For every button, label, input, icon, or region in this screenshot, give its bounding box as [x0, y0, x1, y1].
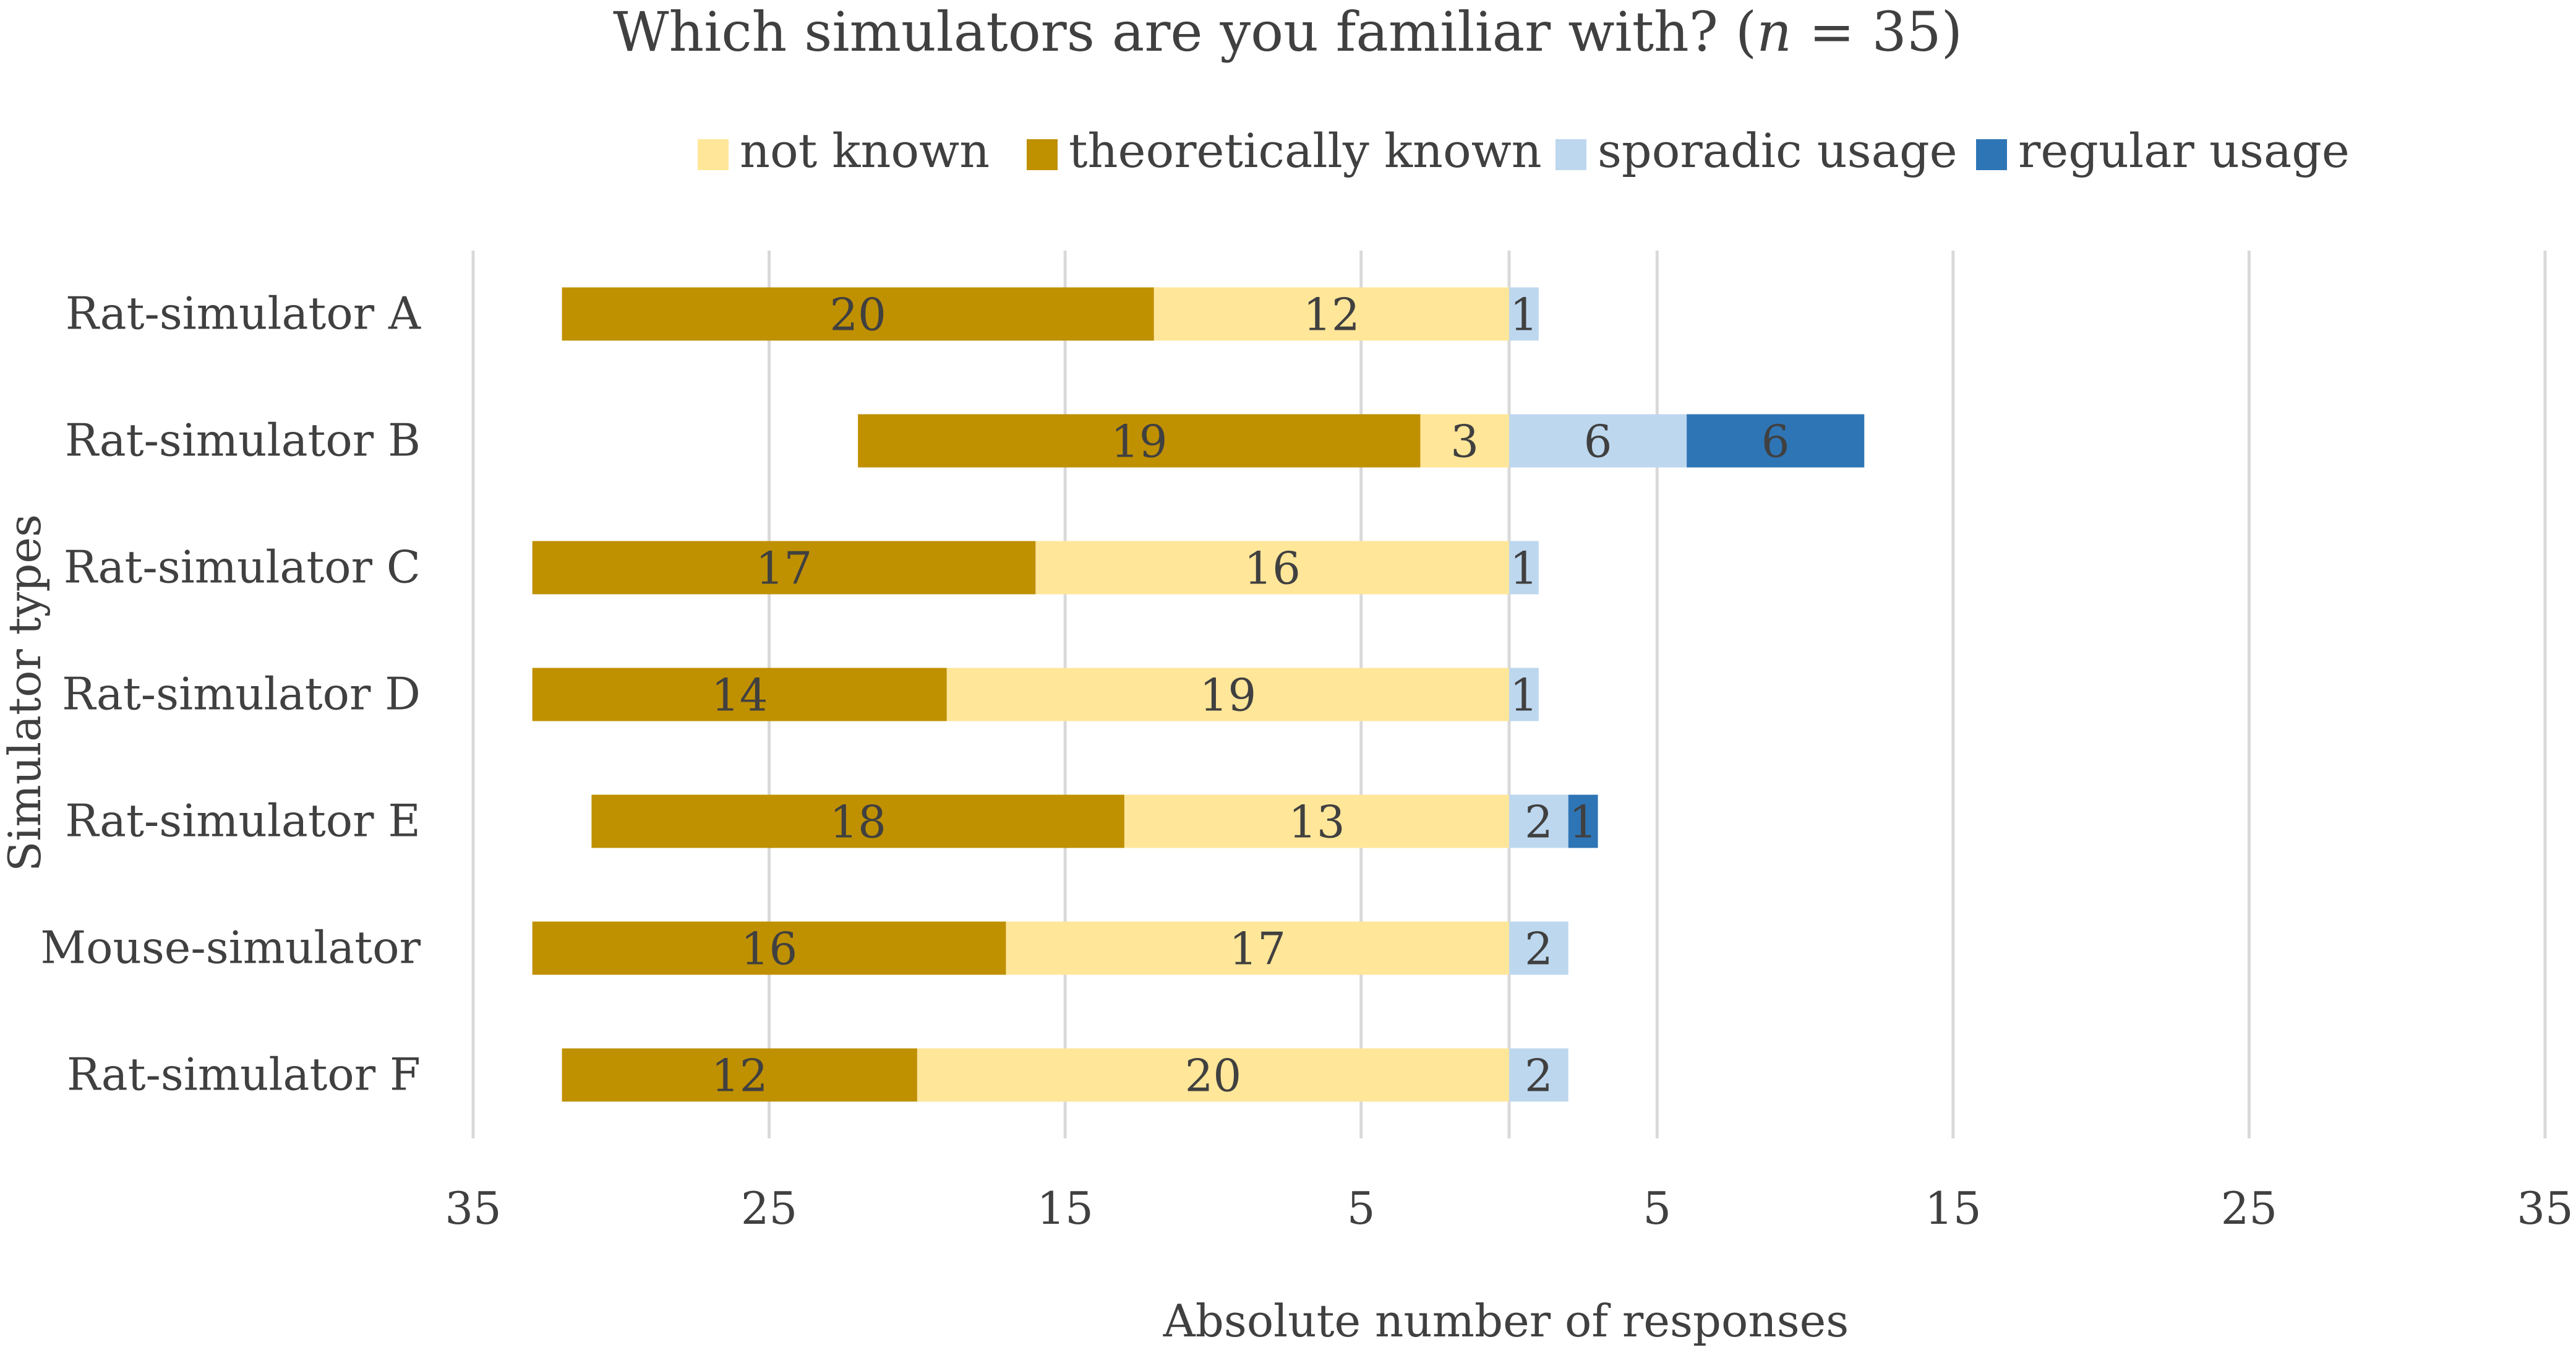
legend-swatch [1027, 139, 1058, 170]
data-label: 6 [1584, 416, 1612, 468]
bar-sporadic-usage [1509, 414, 1687, 468]
bar-sporadic-usage [1509, 1048, 1568, 1102]
bar-sporadic-usage [1509, 794, 1568, 848]
legend-item: regular usage [1976, 123, 2350, 178]
category-labels: Rat-simulator A Rat-simulator B Rat-simula… [40, 288, 421, 1101]
data-label: 16 [741, 923, 798, 975]
bar-not-known [1035, 541, 1509, 595]
bar-not-known [1124, 794, 1509, 848]
x-axis-title: Absolute number of responses [1163, 1295, 1849, 1347]
data-label: 20 [829, 289, 886, 341]
y-axis-title: Simulator types [0, 514, 51, 872]
data-label: 2 [1525, 1050, 1553, 1102]
bar-theoretically-known [532, 921, 1006, 975]
data-label: 1 [1510, 289, 1538, 341]
bar-regular-usage [1687, 414, 1865, 468]
legend-item: not known [698, 123, 990, 178]
data-label: 19 [1111, 416, 1168, 468]
category-label: Rat-simulator A [66, 288, 421, 340]
x-tick-label: 25 [2221, 1182, 2278, 1234]
bar-not-known [1006, 921, 1509, 975]
bar-sporadic-usage [1509, 541, 1539, 595]
legend-item: theoretically known [1027, 123, 1542, 178]
legend-swatch [1555, 139, 1586, 170]
data-label: 16 [1244, 543, 1301, 595]
data-label: 3 [1450, 416, 1479, 468]
bar-not-known [1153, 287, 1509, 341]
data-label: 19 [1200, 669, 1257, 721]
data-label: 13 [1288, 796, 1345, 848]
data-label: 12 [1303, 289, 1360, 341]
data-label: 2 [1525, 796, 1553, 848]
data-label: 2 [1525, 923, 1553, 975]
bar-not-known [1420, 414, 1509, 468]
data-label: 1 [1510, 543, 1538, 595]
bar-sporadic-usage [1509, 921, 1568, 975]
x-tick-label: 25 [741, 1182, 798, 1234]
x-tick-label: 35 [2517, 1182, 2574, 1234]
legend-swatch [698, 139, 729, 170]
data-label: 1 [1510, 669, 1538, 721]
category-label: Rat-simulator C [64, 541, 421, 593]
bar-theoretically-known [562, 1048, 917, 1102]
bar-theoretically-known [591, 794, 1124, 848]
bar-theoretically-known [532, 668, 947, 721]
bar-theoretically-known [532, 541, 1036, 595]
x-tick-label: 15 [1037, 1182, 1093, 1234]
legend-label: theoretically known [1069, 123, 1542, 178]
category-label: Rat-simulator D [62, 668, 421, 720]
legend-label: not known [740, 123, 990, 178]
x-tick-label: 15 [1925, 1182, 1982, 1234]
chart-title-tail: = 35) [1792, 0, 1962, 64]
bar-not-known [917, 1048, 1509, 1102]
x-axis-ticks: 35 25 15 5 5 15 25 35 [445, 1182, 2574, 1234]
bar-theoretically-known [858, 414, 1421, 468]
chart-title-n: n [1757, 0, 1792, 64]
legend-item: sporadic usage [1555, 123, 1958, 178]
bar-theoretically-known [562, 287, 1154, 341]
data-label: 12 [711, 1050, 768, 1102]
bar-not-known [946, 668, 1509, 721]
data-label: 17 [756, 543, 813, 595]
data-label: 14 [711, 669, 768, 721]
x-tick-label: 5 [1643, 1182, 1671, 1234]
legend-swatch [1976, 139, 2007, 170]
chart-title-main: Which simulators are you familiar with? … [613, 0, 1757, 64]
bar-regular-usage [1568, 794, 1598, 848]
data-label: 20 [1185, 1050, 1242, 1102]
bar-sporadic-usage [1509, 287, 1539, 341]
category-label: Mouse-simulator [40, 922, 421, 974]
x-tick-label: 5 [1347, 1182, 1376, 1234]
x-tick-label: 35 [445, 1182, 502, 1234]
legend-label: regular usage [2018, 123, 2350, 178]
chart-title: Which simulators are you familiar with? … [613, 0, 1962, 64]
category-label: Rat-simulator F [67, 1049, 421, 1101]
data-label: 18 [829, 796, 886, 848]
data-label: 17 [1229, 923, 1286, 975]
data-label: 1 [1569, 796, 1598, 848]
legend: not known theoretically known sporadic usa… [698, 123, 2350, 178]
category-label: Rat-simulator B [65, 415, 421, 467]
category-label: Rat-simulator E [65, 795, 421, 847]
data-label: 6 [1761, 416, 1790, 468]
bar-sporadic-usage [1509, 668, 1539, 721]
legend-label: sporadic usage [1598, 123, 1958, 178]
